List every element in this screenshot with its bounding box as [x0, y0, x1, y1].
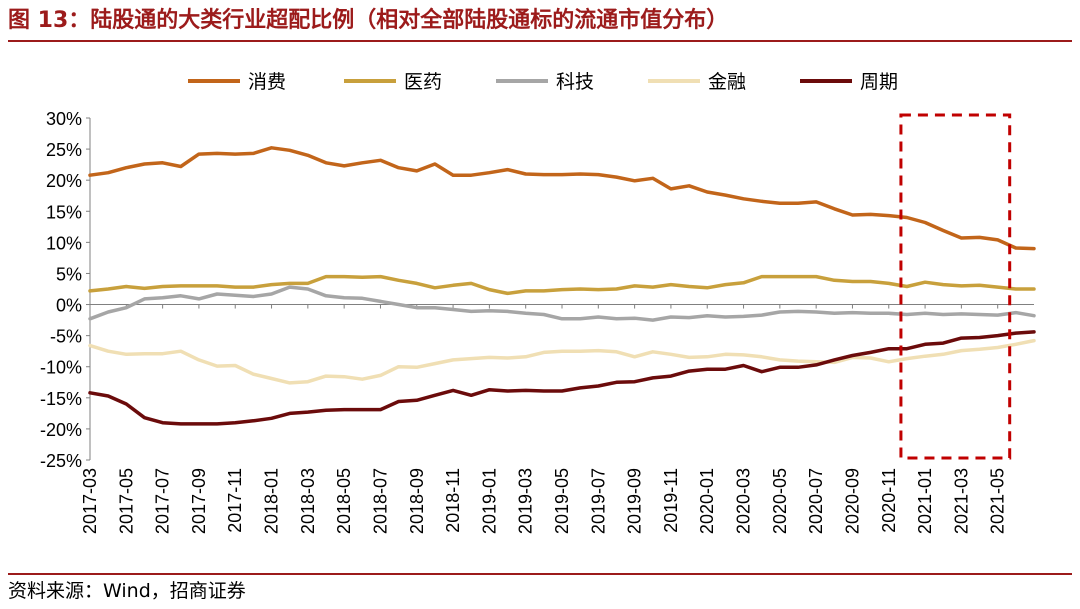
source-note: 资料来源：Wind，招商证券: [8, 580, 246, 602]
x-tick-label: 2020-03: [734, 468, 754, 534]
y-tick-label: -5%: [50, 327, 82, 347]
y-tick-label: -25%: [40, 451, 82, 471]
x-tick-label: 2020-01: [697, 468, 717, 534]
x-tick-label: 2018-11: [443, 468, 463, 533]
x-tick-label: 2017-11: [225, 468, 245, 533]
y-tick-label: 15%: [46, 202, 82, 222]
legend: 消费 医药 科技 金融 周期: [188, 71, 898, 93]
highlight-box: [899, 113, 1012, 460]
x-tick-label: 2020-09: [842, 468, 862, 534]
y-tick-label: 0%: [56, 296, 82, 316]
x-tick-label: 2019-03: [516, 468, 536, 534]
series-line-1: [88, 274, 1036, 296]
legend-label-4: 周期: [860, 71, 898, 93]
figure-title: 图 13：陆股通的大类行业超配比例（相对全部陆股通标的流通市值分布）: [8, 8, 729, 33]
series-lines: [88, 146, 1036, 426]
legend-label-1: 医药: [404, 71, 442, 93]
y-tick-label: 30%: [46, 109, 82, 129]
y-tick-label: 25%: [46, 140, 82, 160]
x-tick-label: 2019-09: [625, 468, 645, 534]
y-tick-label: -15%: [40, 389, 82, 409]
series-line-2: [88, 285, 1036, 322]
x-tick-label: 2018-03: [298, 468, 318, 534]
x-tick-label: 2017-05: [116, 468, 136, 534]
legend-label-2: 科技: [556, 71, 594, 93]
highlight-layer: [899, 113, 1012, 460]
x-tick-label: 2018-07: [370, 468, 390, 534]
legend-label-0: 消费: [248, 71, 286, 93]
x-tick-label: 2019-11: [661, 468, 681, 533]
x-tick-label: 2018-01: [262, 468, 282, 534]
x-tick-label: 2021-05: [988, 468, 1008, 534]
x-tick-label: 2020-05: [770, 468, 790, 534]
x-tick-label: 2021-03: [951, 468, 971, 534]
y-tick-label: 20%: [46, 171, 82, 191]
x-tick-label: 2020-11: [879, 468, 899, 533]
x-tick-label: 2021-01: [915, 468, 935, 534]
y-tick-label: 5%: [56, 264, 82, 284]
x-tick-label: 2017-07: [153, 468, 173, 534]
title-rule: [8, 40, 1072, 42]
series-line-4: [88, 330, 1036, 426]
x-tick-label: 2020-07: [806, 468, 826, 534]
y-tick-label: -20%: [40, 420, 82, 440]
axes: 30%25%20%15%10%5%0%-5%-10%-15%-20%-25%20…: [40, 109, 1034, 534]
y-tick-label: -10%: [40, 358, 82, 378]
x-tick-label: 2018-05: [334, 468, 354, 534]
legend-label-3: 金融: [708, 71, 746, 93]
x-tick-label: 2019-01: [479, 468, 499, 534]
x-tick-label: 2017-03: [80, 468, 100, 534]
x-tick-label: 2019-07: [588, 468, 608, 534]
source-rule: [8, 573, 1072, 575]
x-tick-label: 2019-05: [552, 468, 572, 534]
y-tick-label: 10%: [46, 233, 82, 253]
x-tick-label: 2017-09: [189, 468, 209, 534]
series-line-3: [88, 338, 1036, 385]
x-tick-label: 2018-09: [407, 468, 427, 534]
series-line-0: [88, 146, 1036, 251]
